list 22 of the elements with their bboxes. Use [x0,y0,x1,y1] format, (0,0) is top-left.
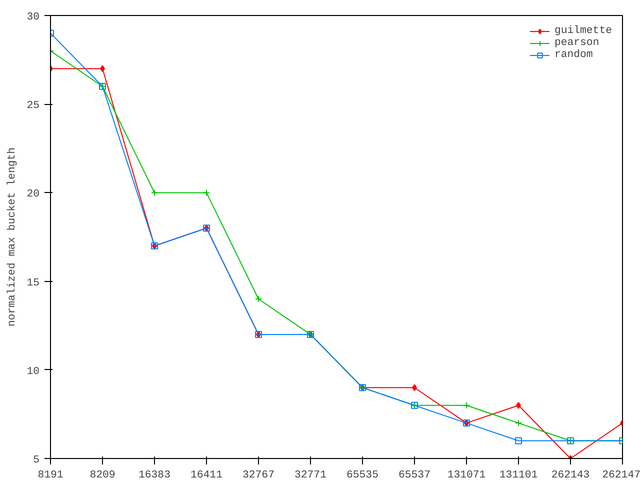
x-tick-label: 262143 [551,470,590,480]
y-tick-label: 15 [26,277,40,290]
y-tick-label: 25 [26,100,40,112]
x-tick-label: 131101 [499,470,538,480]
x-tick-label: 8191 [38,470,64,480]
x-tick-label: 131071 [447,470,486,480]
x-tick-label: 16411 [190,470,222,480]
y-axis-title: normalized max bucket length [6,147,19,327]
y-tick-label: 30 [26,12,40,24]
x-tick-label: 32771 [294,470,326,480]
x-tick-label: 65535 [346,470,378,480]
x-tick-label: 16383 [138,470,170,480]
x-tick-label: 32767 [242,470,274,480]
legend-label: guilmette [554,25,612,37]
x-tick-label: 65537 [398,470,430,480]
legend-label: pearson [554,37,600,49]
x-tick-label: 262147 [602,470,640,480]
x-tick-label: 8209 [90,470,116,480]
y-tick-label: 20 [26,188,40,201]
y-tick-label: 10 [26,366,40,378]
y-tick-label: 5 [33,454,40,466]
legend-label: random [554,49,593,61]
